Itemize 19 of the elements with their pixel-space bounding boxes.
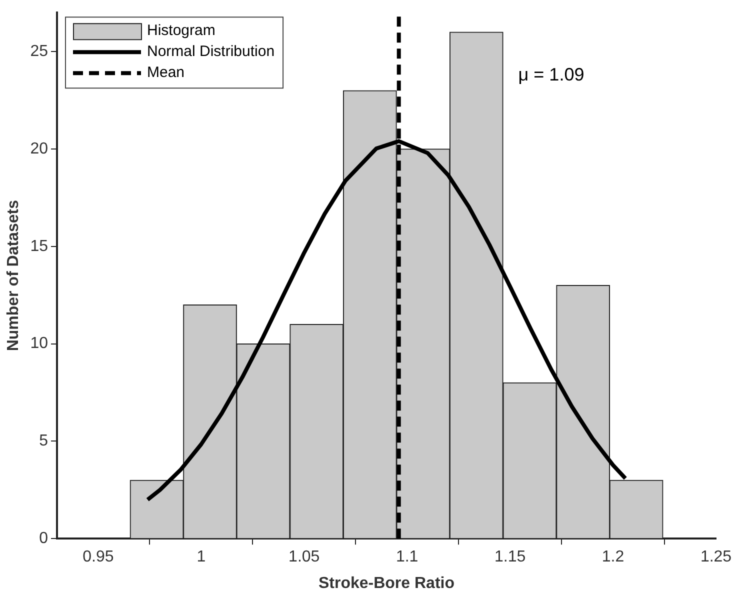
x-tick-label: 1.15 — [494, 548, 526, 566]
y-tick-label: 25 — [30, 42, 48, 60]
legend-label: Mean — [146, 64, 185, 82]
y-tick-label: 20 — [30, 140, 48, 158]
legend-label: Histogram — [146, 22, 216, 40]
x-tick-label: 0.95 — [82, 548, 114, 566]
x-tick-label: 1 — [196, 548, 206, 566]
x-tick-label: 1.05 — [288, 548, 320, 566]
annotation: μ = 1.09 — [518, 64, 584, 85]
x-axis-title: Stroke-Bore Ratio — [318, 574, 455, 592]
y-tick-label: 10 — [30, 335, 48, 352]
x-tick-label: 1.2 — [602, 548, 624, 566]
y-axis-title: Number of Datasets — [5, 200, 22, 352]
y-tick-label: 0 — [39, 530, 48, 548]
y-tick-label: 15 — [30, 238, 48, 255]
y-tick-label: 5 — [39, 432, 48, 450]
x-tick-label: 1.1 — [396, 548, 418, 566]
x-tick-label: 1.25 — [700, 548, 732, 566]
legend-label: Normal Distribution — [146, 43, 275, 60]
